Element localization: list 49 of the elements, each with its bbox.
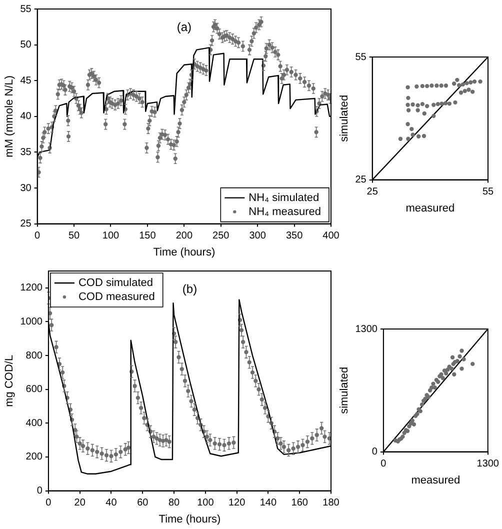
x-tick-label: 350: [286, 230, 304, 242]
y-tick-label: 30: [20, 182, 32, 194]
y-tick-label: 35: [20, 146, 32, 158]
x-tick-label: 100: [102, 230, 120, 242]
y-tick-label: 600: [26, 384, 43, 396]
legend-label: NH₄ simulated: [248, 192, 320, 204]
x-tick-label: 40: [106, 498, 118, 509]
y-tick-label: 1300: [355, 324, 378, 335]
y-tick-label: 800: [26, 350, 43, 362]
y-tick-label: 50: [20, 40, 32, 51]
annotation: (a): [176, 20, 192, 34]
y-tick-label: 25: [20, 218, 32, 230]
y-tick-label: 0: [36, 486, 43, 497]
y-tick-label: 1000: [20, 316, 43, 328]
legend-label: NH₄ measured: [248, 206, 322, 218]
x-tick-label: 120: [228, 498, 246, 509]
x-tick-label: 0: [46, 498, 52, 509]
x-tick-label: 200: [176, 230, 193, 242]
x-tick-label: 300: [249, 230, 266, 242]
x-tick-label: 180: [322, 498, 340, 509]
y-tick-label: 200: [26, 452, 43, 463]
y-tick-label: 55: [20, 4, 32, 15]
annotation: (b): [182, 282, 198, 296]
x-axis-title: measured: [406, 202, 455, 214]
x-axis-title: Time (hours): [153, 246, 216, 258]
y-tick-label: 55: [355, 52, 367, 63]
x-tick-label: 60: [137, 498, 149, 509]
x-tick-label: 160: [291, 498, 308, 509]
x-tick-label: 100: [197, 498, 214, 509]
x-tick-label: 140: [260, 498, 277, 509]
y-tick-label: 40: [20, 111, 32, 122]
y-axis-title: simulated: [338, 94, 351, 142]
y-axis-title: mM (mmole N/L): [4, 75, 16, 158]
x-tick-label: 20: [74, 498, 86, 509]
y-tick-label: 400: [26, 418, 43, 429]
x-axis-title: measured: [411, 474, 460, 486]
y-tick-label: 25: [355, 174, 367, 186]
y-tick-label: 1200: [20, 282, 43, 294]
x-tick-label: 250: [212, 230, 230, 242]
y-tick-label: 45: [20, 75, 32, 86]
y-axis-title: simulated: [338, 366, 351, 414]
legend-label: COD measured: [78, 291, 155, 304]
y-axis-title: mg COD/L: [4, 354, 16, 407]
legend-label: COD simulated: [78, 277, 154, 290]
x-tick-label: 150: [139, 230, 156, 242]
x-tick-label: 400: [322, 230, 340, 242]
x-axis-title: Time (hours): [158, 513, 221, 526]
x-tick-label: 80: [168, 498, 180, 509]
x-tick-label: 50: [68, 230, 80, 242]
